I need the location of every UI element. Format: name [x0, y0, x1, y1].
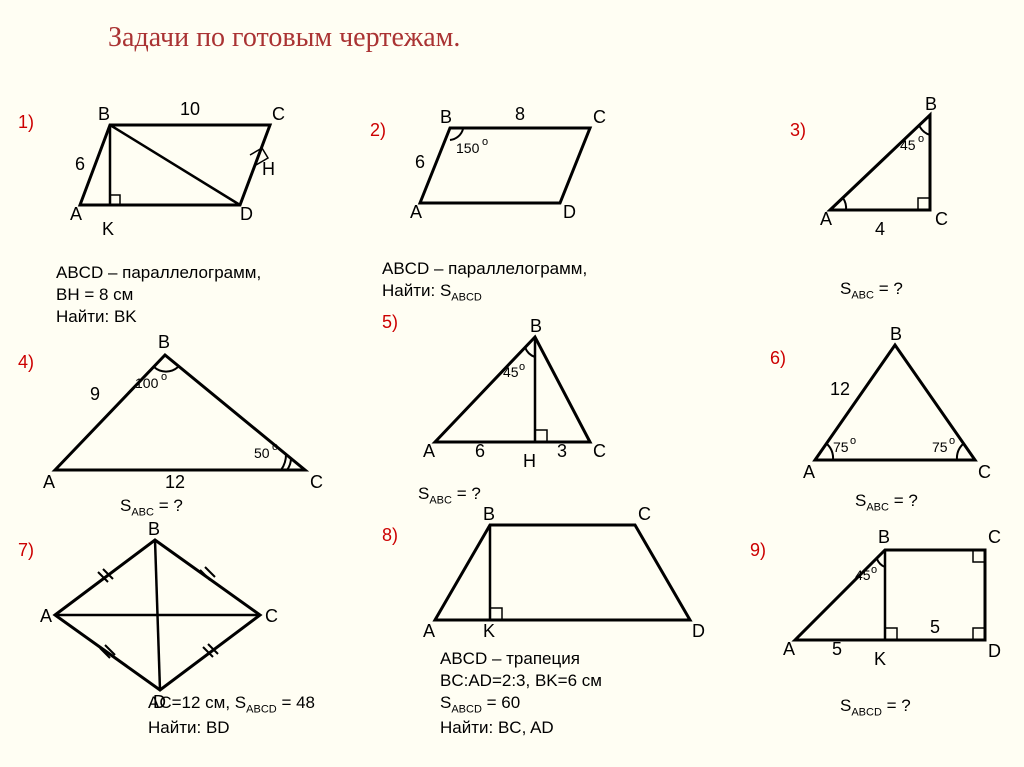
svg-text:H: H — [262, 159, 275, 179]
svg-text:B: B — [158, 332, 170, 352]
problem-4-figure: B A C 9 12 100 o 50 o — [35, 330, 335, 505]
svg-text:B: B — [890, 324, 902, 344]
problem-7-number: 7) — [18, 540, 34, 561]
svg-text:B: B — [925, 94, 937, 114]
svg-text:o: o — [161, 371, 167, 383]
svg-text:o: o — [272, 441, 278, 453]
svg-text:B: B — [483, 504, 495, 524]
svg-text:K: K — [102, 219, 114, 239]
svg-text:B: B — [530, 316, 542, 336]
svg-text:8: 8 — [515, 104, 525, 124]
svg-text:10: 10 — [180, 99, 200, 119]
svg-text:45: 45 — [900, 137, 916, 153]
svg-text:45: 45 — [855, 567, 871, 583]
svg-text:A: A — [43, 472, 55, 492]
problem-7-text: AC=12 см, SABCD = 48Найти: BD — [148, 692, 315, 739]
problem-6-figure: B A C 12 75 o 75 o — [800, 330, 1000, 495]
svg-text:5: 5 — [832, 639, 842, 659]
svg-text:C: C — [272, 104, 285, 124]
svg-text:4: 4 — [875, 219, 885, 239]
svg-text:o: o — [918, 133, 924, 145]
problem-9-text: SABCD = ? — [840, 695, 911, 720]
problem-1-text: ABCD – параллелограмм,BH = 8 смНайти: BK — [56, 262, 261, 328]
svg-text:B: B — [98, 104, 110, 124]
svg-text:150: 150 — [456, 140, 480, 156]
svg-text:K: K — [483, 621, 495, 641]
svg-text:B: B — [148, 519, 160, 539]
problem-7-figure: B A C D — [40, 520, 300, 705]
svg-text:C: C — [265, 606, 278, 626]
problem-4-number: 4) — [18, 352, 34, 373]
problem-8-number: 8) — [382, 525, 398, 546]
svg-text:D: D — [692, 621, 705, 641]
svg-text:o: o — [949, 435, 955, 447]
problem-2-figure: B C A D 8 6 150 o — [400, 108, 620, 233]
svg-text:3: 3 — [557, 441, 567, 461]
svg-text:50: 50 — [254, 445, 270, 461]
svg-text:o: o — [850, 435, 856, 447]
svg-text:C: C — [638, 504, 651, 524]
svg-text:C: C — [310, 472, 323, 492]
svg-text:C: C — [593, 107, 606, 127]
svg-text:45: 45 — [503, 364, 519, 380]
svg-text:C: C — [988, 527, 1001, 547]
svg-text:A: A — [423, 441, 435, 461]
svg-text:100: 100 — [135, 375, 159, 391]
svg-text:o: o — [871, 564, 877, 576]
problem-3-number: 3) — [790, 120, 806, 141]
problem-3-text: SABC = ? — [840, 278, 903, 303]
problem-1-number: 1) — [18, 112, 34, 133]
problem-4-text: SABC = ? — [120, 495, 183, 520]
svg-text:9: 9 — [90, 384, 100, 404]
problem-9-number: 9) — [750, 540, 766, 561]
svg-text:A: A — [803, 462, 815, 482]
svg-text:C: C — [935, 209, 948, 229]
svg-text:6: 6 — [415, 152, 425, 172]
svg-text:A: A — [40, 606, 52, 626]
svg-text:o: o — [482, 136, 488, 148]
svg-text:B: B — [878, 527, 890, 547]
svg-text:12: 12 — [830, 379, 850, 399]
svg-text:A: A — [70, 204, 82, 224]
problem-5-number: 5) — [382, 312, 398, 333]
svg-text:o: o — [519, 361, 525, 373]
svg-text:75: 75 — [833, 439, 849, 455]
problem-2-text: ABCD – параллелограмм,Найти: SABCD — [382, 258, 587, 305]
svg-text:6: 6 — [475, 441, 485, 461]
svg-text:D: D — [563, 202, 576, 222]
svg-text:B: B — [440, 107, 452, 127]
svg-text:12: 12 — [165, 472, 185, 492]
problem-1-figure: B C A D H K 10 6 — [40, 100, 300, 255]
problem-3-figure: B A C 4 45 o — [820, 95, 970, 250]
svg-text:A: A — [820, 209, 832, 229]
problem-8-figure: B C A D K — [415, 505, 705, 650]
svg-text:5: 5 — [930, 617, 940, 637]
svg-text:6: 6 — [75, 154, 85, 174]
svg-text:75: 75 — [932, 439, 948, 455]
svg-text:K: K — [874, 649, 886, 669]
svg-text:A: A — [410, 202, 422, 222]
problem-8-text: ABCD – трапецияBC:AD=2:3, BK=6 смSABCD =… — [440, 648, 602, 739]
svg-text:C: C — [593, 441, 606, 461]
problem-9-figure: B C A D K 5 5 45 o — [780, 525, 1010, 680]
svg-text:D: D — [988, 641, 1001, 661]
svg-text:A: A — [783, 639, 795, 659]
problem-5-figure: B A C H 6 3 45 o — [420, 322, 620, 477]
svg-text:H: H — [523, 451, 536, 471]
svg-text:A: A — [423, 621, 435, 641]
problem-2-number: 2) — [370, 120, 386, 141]
problem-5-text: SABC = ? — [418, 483, 481, 508]
svg-text:D: D — [240, 204, 253, 224]
problem-6-text: SABC = ? — [855, 490, 918, 515]
svg-text:C: C — [978, 462, 991, 482]
problem-6-number: 6) — [770, 348, 786, 369]
page-title: Задачи по готовым чертежам. — [108, 22, 460, 54]
